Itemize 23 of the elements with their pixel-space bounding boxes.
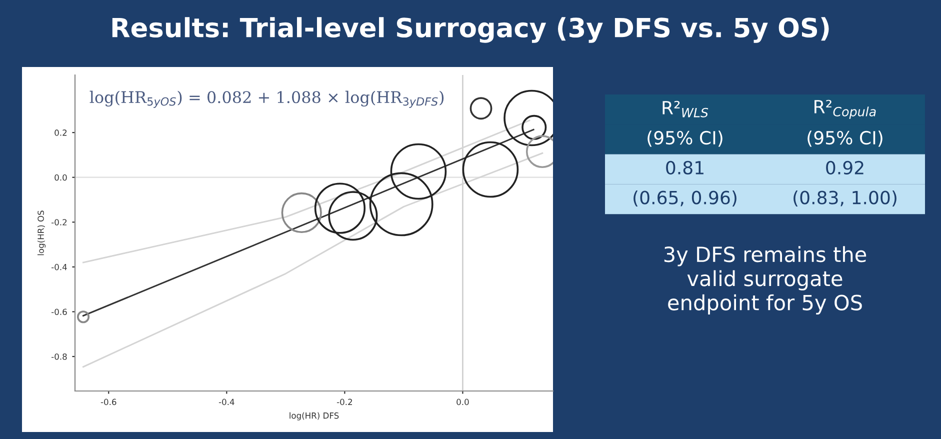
x-tick-label: -0.2: [336, 398, 352, 406]
text: 0.81: [666, 160, 704, 174]
text: (0.83, 1.00): [794, 190, 896, 207]
x-tick-label: 0.0: [456, 398, 469, 406]
x-axis-title: log(HR) DFS: [290, 412, 339, 420]
text: (95% CI): [648, 130, 722, 147]
y-tick-label: -0.6: [52, 308, 67, 316]
y-axis-title: log(HR) OS: [37, 210, 46, 256]
y-tick-label: -0.8: [52, 353, 67, 360]
text: R²$_{WLS}$: [662, 100, 708, 118]
x-tick-label: -0.4: [218, 398, 234, 406]
annotation: log(HR$_{5yOS}$) = 0.082 + 1.088 × log(HR$_{3yDFS}$): [90, 90, 444, 108]
y-tick-label: 0.2: [54, 130, 67, 136]
x-tick-label: -0.6: [100, 398, 116, 406]
text: (0.65, 0.96): [634, 190, 736, 207]
y-tick-label: 0.0: [54, 174, 67, 181]
text: 0.92: [826, 160, 864, 174]
y-tick-label: -0.2: [52, 219, 67, 226]
text: 3y DFS remains the valid surrogate endpoint for 5y OS: [664, 246, 866, 314]
chart-title: Results: Trial-level Surrogacy (3y DFS vs. 5y OS): [112, 17, 829, 43]
y-tick-label: -0.4: [52, 264, 67, 270]
text: R²$_{Copula}$: [814, 100, 876, 119]
text: (95% CI): [808, 130, 882, 147]
